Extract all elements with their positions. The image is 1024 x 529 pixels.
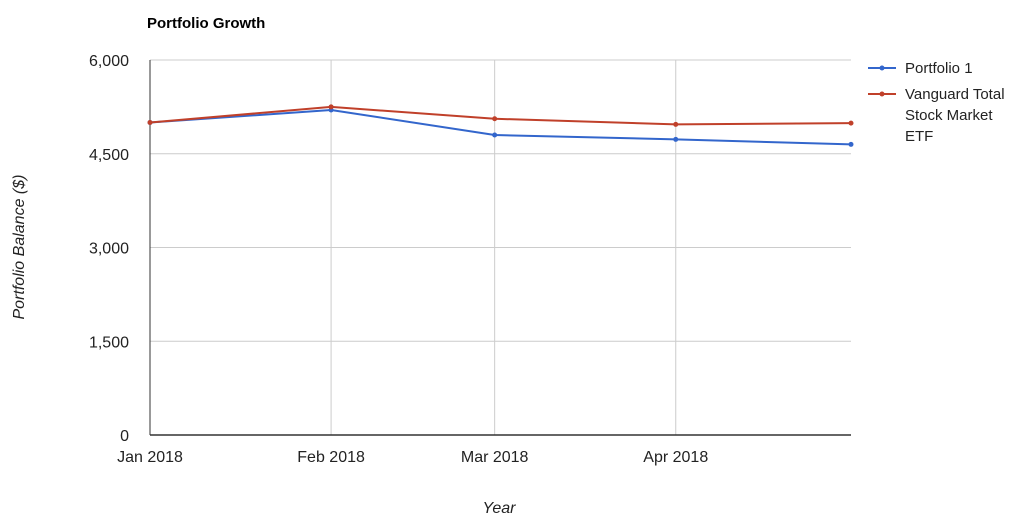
x-axis-title: Year <box>483 500 517 517</box>
y-tick-label: 0 <box>120 428 129 445</box>
legend-item-1[interactable]: Portfolio 1 <box>868 60 973 77</box>
data-point <box>673 121 679 127</box>
y-axis-title: Portfolio Balance ($) <box>11 175 28 320</box>
tick-labels: 0 1,500 3,000 4,500 6,000 Jan 2018 Feb 2018 Mar… <box>89 53 708 466</box>
legend-label: Portfolio 1 <box>905 60 973 77</box>
x-tick-label: Jan 2018 <box>117 449 183 466</box>
y-tick-label: 6,000 <box>89 53 129 70</box>
legend-marker <box>879 65 885 71</box>
x-tick-label: Feb 2018 <box>297 449 365 466</box>
legend-marker <box>879 91 885 97</box>
series-line-1 <box>149 109 852 146</box>
data-point <box>492 116 498 122</box>
x-tick-label: Apr 2018 <box>643 449 708 466</box>
data-point <box>673 136 679 142</box>
legend-item-2[interactable]: Vanguard Total Stock Market ETF <box>868 86 1005 145</box>
x-tick-label: Mar 2018 <box>461 449 529 466</box>
data-point <box>328 104 334 110</box>
y-tick-label: 3,000 <box>89 241 129 258</box>
grid-lines <box>150 59 851 435</box>
y-tick-label: 4,500 <box>89 147 129 164</box>
series-lines <box>147 104 854 147</box>
data-point <box>147 120 153 125</box>
legend: Portfolio 1 Vanguard Total Stock Market ETF <box>868 60 1005 145</box>
y-tick-label: 1,500 <box>89 334 129 351</box>
data-point <box>492 132 498 138</box>
data-point <box>848 120 854 126</box>
chart-title: Portfolio Growth <box>147 15 265 32</box>
legend-label: Vanguard Total Stock Market ETF <box>905 86 1005 145</box>
data-point <box>848 141 854 147</box>
